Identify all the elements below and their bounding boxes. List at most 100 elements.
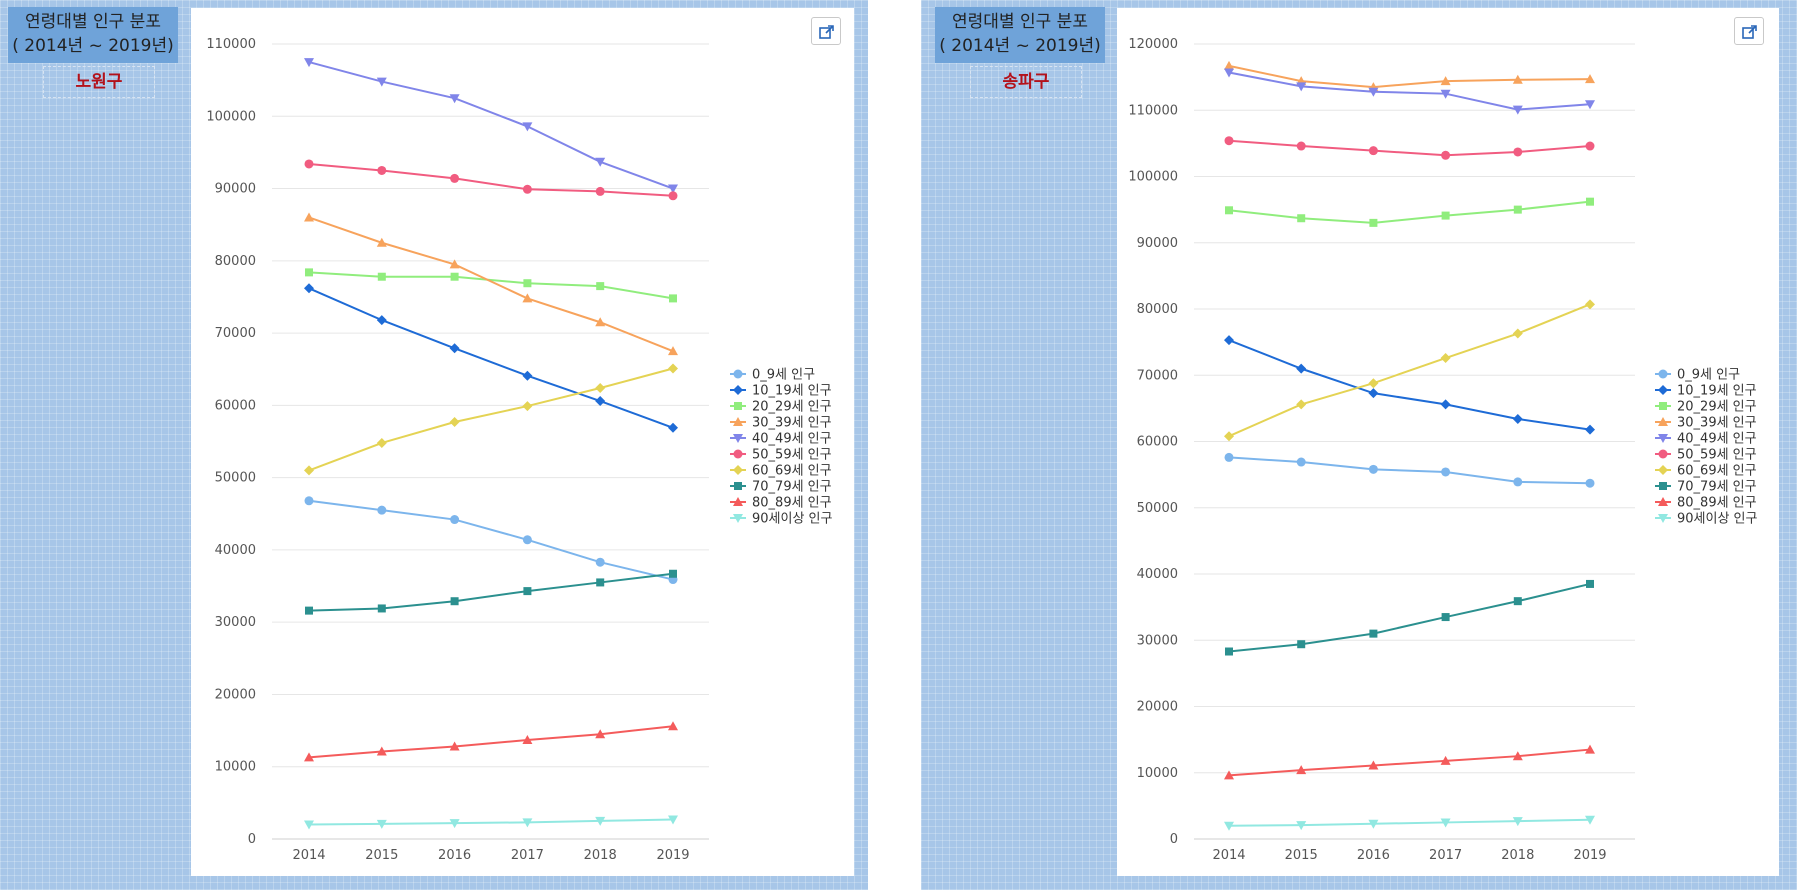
legend-item[interactable]: 30_39세 인구 xyxy=(1655,416,1757,431)
data-point[interactable] xyxy=(449,94,460,104)
legend-marker[interactable] xyxy=(733,465,743,475)
data-point[interactable] xyxy=(1513,147,1523,157)
data-point[interactable] xyxy=(376,746,387,756)
data-point[interactable] xyxy=(522,818,533,828)
data-point[interactable] xyxy=(304,212,314,222)
data-point[interactable] xyxy=(1368,760,1379,770)
legend-marker[interactable] xyxy=(733,449,743,459)
data-point[interactable] xyxy=(449,416,460,427)
legend-marker[interactable] xyxy=(733,514,743,523)
legend-marker[interactable] xyxy=(1658,417,1668,426)
legend-marker[interactable] xyxy=(733,385,743,395)
legend-item[interactable]: 60_69세 인구 xyxy=(1655,464,1757,479)
legend-marker[interactable] xyxy=(1658,385,1668,395)
data-point[interactable] xyxy=(1585,141,1595,151)
data-point[interactable] xyxy=(1297,640,1306,649)
data-point[interactable] xyxy=(1440,399,1451,410)
data-point[interactable] xyxy=(596,578,605,587)
legend-item[interactable]: 70_79세 인구 xyxy=(1655,480,1757,495)
data-point[interactable] xyxy=(377,505,387,515)
legend-marker[interactable] xyxy=(1659,482,1667,490)
data-point[interactable] xyxy=(1224,136,1234,146)
legend-marker[interactable] xyxy=(1659,402,1667,410)
data-point[interactable] xyxy=(1297,214,1306,223)
data-point[interactable] xyxy=(1440,755,1451,765)
data-point[interactable] xyxy=(1440,89,1451,99)
data-point[interactable] xyxy=(376,77,387,87)
data-point[interactable] xyxy=(522,370,533,381)
data-point[interactable] xyxy=(1585,100,1595,110)
export-button[interactable] xyxy=(811,17,841,45)
data-point[interactable] xyxy=(1296,363,1307,374)
legend-marker[interactable] xyxy=(733,434,743,443)
legend-item[interactable]: 90세이상 인구 xyxy=(730,512,833,527)
legend-marker[interactable] xyxy=(1658,497,1668,506)
legend-item[interactable]: 20_29세 인구 xyxy=(730,400,832,415)
data-point[interactable] xyxy=(1296,82,1307,92)
data-point[interactable] xyxy=(1512,817,1523,827)
data-point[interactable] xyxy=(1296,821,1307,831)
data-point[interactable] xyxy=(1513,205,1522,214)
data-point[interactable] xyxy=(1512,74,1523,84)
legend-marker[interactable] xyxy=(734,402,742,410)
data-point[interactable] xyxy=(1585,299,1595,310)
data-point[interactable] xyxy=(1368,378,1379,389)
data-point[interactable] xyxy=(450,515,460,525)
data-point[interactable] xyxy=(1512,328,1523,339)
data-point[interactable] xyxy=(1585,815,1595,825)
data-point[interactable] xyxy=(595,317,606,327)
legend-item[interactable]: 0_9세 인구 xyxy=(1655,368,1740,383)
data-point[interactable] xyxy=(668,363,678,374)
legend-marker[interactable] xyxy=(1658,514,1668,523)
data-point[interactable] xyxy=(1368,819,1379,829)
data-point[interactable] xyxy=(522,535,532,545)
data-point[interactable] xyxy=(1441,613,1450,622)
data-point[interactable] xyxy=(1586,197,1594,206)
data-point[interactable] xyxy=(450,272,459,281)
data-point[interactable] xyxy=(595,383,606,394)
export-button[interactable] xyxy=(1734,17,1764,45)
legend-marker[interactable] xyxy=(733,497,743,506)
legend-item[interactable]: 0_9세 인구 xyxy=(730,368,815,383)
legend-item[interactable]: 50_59세 인구 xyxy=(730,448,832,463)
data-point[interactable] xyxy=(1440,353,1451,364)
data-point[interactable] xyxy=(304,820,314,830)
data-point[interactable] xyxy=(304,752,314,762)
legend-item[interactable]: 70_79세 인구 xyxy=(730,480,832,495)
data-point[interactable] xyxy=(522,122,533,132)
data-point[interactable] xyxy=(449,819,460,829)
legend-item[interactable]: 20_29세 인구 xyxy=(1655,400,1757,415)
data-point[interactable] xyxy=(1512,751,1523,761)
data-point[interactable] xyxy=(1369,629,1378,638)
legend-marker[interactable] xyxy=(1658,449,1668,459)
data-point[interactable] xyxy=(1368,87,1379,97)
data-point[interactable] xyxy=(595,557,605,567)
legend-marker[interactable] xyxy=(1658,369,1668,379)
data-point[interactable] xyxy=(1225,206,1233,215)
data-point[interactable] xyxy=(1585,74,1595,84)
data-point[interactable] xyxy=(1224,68,1234,78)
data-point[interactable] xyxy=(1513,477,1523,487)
data-point[interactable] xyxy=(304,465,314,476)
data-point[interactable] xyxy=(668,191,678,201)
data-point[interactable] xyxy=(1440,76,1451,86)
data-point[interactable] xyxy=(1440,818,1451,828)
legend-item[interactable]: 10_19세 인구 xyxy=(1655,384,1757,399)
data-point[interactable] xyxy=(523,587,532,596)
legend-marker[interactable] xyxy=(733,369,743,379)
data-point[interactable] xyxy=(668,184,678,194)
data-point[interactable] xyxy=(595,816,606,826)
data-point[interactable] xyxy=(1224,431,1234,442)
data-point[interactable] xyxy=(1585,744,1595,754)
legend-item[interactable]: 80_89세 인구 xyxy=(730,496,832,511)
data-point[interactable] xyxy=(522,293,533,303)
legend-item[interactable]: 40_49세 인구 xyxy=(1655,432,1757,447)
data-point[interactable] xyxy=(522,184,532,194)
data-point[interactable] xyxy=(522,734,533,744)
data-point[interactable] xyxy=(1296,399,1307,410)
data-point[interactable] xyxy=(376,315,387,326)
data-point[interactable] xyxy=(1224,770,1234,780)
data-point[interactable] xyxy=(1296,457,1306,467)
data-point[interactable] xyxy=(669,294,677,303)
data-point[interactable] xyxy=(668,815,678,825)
